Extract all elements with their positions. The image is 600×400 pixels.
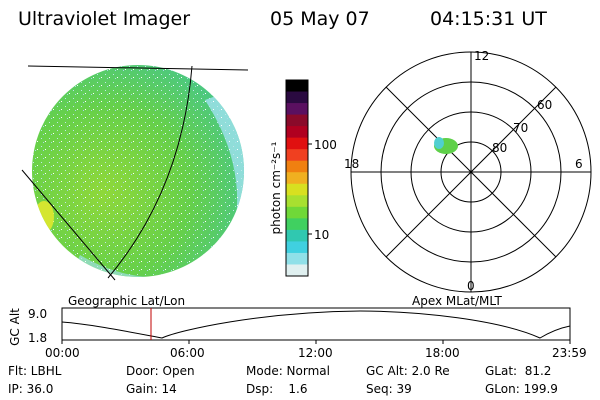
colorbar-cell	[286, 160, 308, 173]
colorbar-cell	[286, 114, 308, 127]
auroral-blob	[434, 137, 458, 154]
colorbar-cell	[286, 252, 308, 265]
alt-ytick-bottom: 1.8	[28, 331, 48, 345]
polar-label-70: 70	[513, 121, 528, 135]
colorbar-cell	[286, 195, 308, 208]
colorbar-cell	[286, 91, 308, 104]
info-glat: GLat: 81.2	[485, 364, 552, 378]
geo-grid-line	[107, 65, 193, 279]
uv-disk	[32, 65, 244, 277]
alt-xtick-3: 18:00	[425, 346, 460, 360]
colorbar-cell	[286, 172, 308, 185]
colorbar-tick-10: 10	[314, 228, 330, 242]
time-label: 04:15:31 UT	[430, 8, 547, 30]
polar-label-80: 80	[492, 141, 507, 155]
alt-xtick-2: 12:00	[298, 346, 333, 360]
geo-grid-line	[21, 169, 116, 281]
alt-ytick-top: 9.0	[28, 307, 48, 321]
date-label: 05 May 07	[270, 8, 370, 30]
apex-grid-label: Apex MLat/MLT	[412, 294, 502, 308]
info-door: Door: Open	[126, 364, 195, 378]
info-gain: Gain: 14	[126, 382, 177, 396]
info-dsp: Dsp: 1.6	[246, 382, 308, 396]
colorbar-cell	[286, 103, 308, 116]
colorbar-cell	[286, 218, 308, 231]
polar-label-6: 6	[575, 157, 583, 171]
polar-label-18: 18	[344, 157, 359, 171]
alt-xtick-4: 23:59	[552, 346, 587, 360]
geo-grid-line	[27, 65, 249, 71]
polar-label-0: 0	[467, 279, 475, 293]
colorbar	[285, 79, 312, 277]
colorbar-cell	[286, 126, 308, 139]
geo-grid-label: Geographic Lat/Lon	[68, 294, 186, 308]
polar-label-60: 60	[537, 98, 552, 112]
colorbar-tick-100: 100	[314, 138, 337, 152]
info-seq: Seq: 39	[366, 382, 412, 396]
colorbar-cell	[286, 264, 308, 277]
alt-xtick-0: 00:00	[45, 346, 80, 360]
instrument-title: Ultraviolet Imager	[18, 8, 191, 30]
altitude-plot	[61, 307, 571, 344]
polar-plot: 12 18 6 0 60 70 80	[344, 49, 592, 293]
info-mode: Mode: Normal	[246, 364, 330, 378]
colorbar-cell	[286, 183, 308, 196]
uv-image-panel	[21, 65, 249, 281]
alt-ylabel: GC Alt	[8, 308, 22, 346]
colorbar-cell	[286, 206, 308, 219]
colorbar-cell	[286, 80, 308, 93]
info-ip: IP: 36.0	[8, 382, 54, 396]
info-flt: Flt: LBHL	[8, 364, 62, 378]
info-gcalt: GC Alt: 2.0 Re	[366, 364, 450, 378]
colorbar-cell	[286, 241, 308, 254]
polar-label-12: 12	[474, 49, 489, 63]
colorbar-cell	[286, 229, 308, 242]
colorbar-cell	[286, 137, 308, 150]
info-glon: GLon: 199.9	[485, 382, 558, 396]
colorbar-cell	[286, 149, 308, 162]
alt-xtick-1: 06:00	[170, 346, 205, 360]
colorbar-unit-label: photon cm⁻²s⁻¹	[269, 141, 283, 235]
